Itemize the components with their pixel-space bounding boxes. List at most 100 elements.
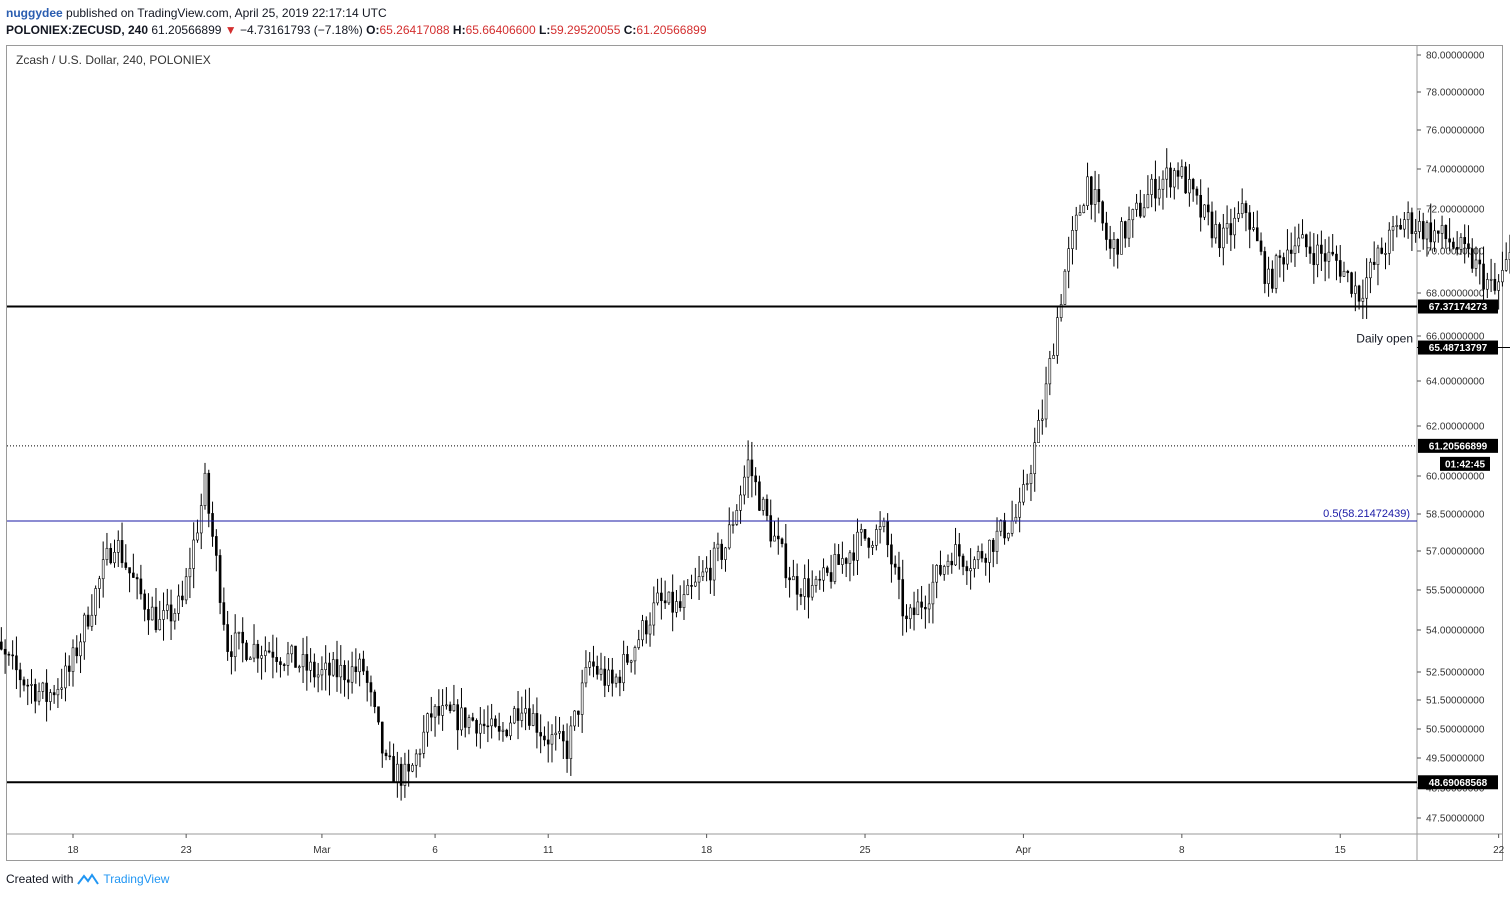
chart-frame[interactable]: [6, 45, 1503, 861]
candle-body: [264, 650, 267, 656]
fib-level-label: 0.5(58.21472439): [1323, 508, 1410, 520]
candle-body: [611, 669, 614, 684]
candle-body: [743, 476, 746, 496]
candle-body: [22, 679, 26, 686]
candle-body: [822, 567, 825, 581]
candle-body: [150, 606, 154, 621]
tradingview-logo-icon: [77, 873, 100, 885]
candle-body: [788, 577, 791, 581]
candle-body: [132, 572, 135, 578]
candle-body: [1346, 270, 1350, 273]
candle-body: [128, 567, 131, 574]
candle-body: [569, 725, 573, 759]
candle-body: [1180, 166, 1184, 177]
candle-body: [1165, 167, 1169, 180]
candle-body: [1501, 270, 1504, 283]
daily-open-annotation: Daily open: [1356, 332, 1413, 346]
candle-body: [565, 740, 569, 759]
candle-body: [196, 532, 199, 541]
candle-body: [173, 612, 177, 622]
candle-body: [1312, 253, 1316, 266]
candle-body: [313, 661, 316, 678]
price-tag-bg: [1418, 299, 1498, 314]
price-tick-label: 72.00000000: [1426, 205, 1485, 216]
low-value: 59.29520055: [550, 23, 621, 37]
candle-body: [844, 558, 848, 564]
close-value: 61.20566899: [636, 23, 707, 37]
candle-body: [988, 539, 991, 563]
candle-body: [1074, 214, 1078, 231]
candle-body: [267, 650, 271, 653]
candle-body: [1380, 247, 1384, 254]
candle-body: [973, 559, 976, 569]
candle-body: [516, 708, 520, 721]
candle-body: [803, 578, 806, 597]
candle-body: [505, 729, 509, 737]
candle-body: [1161, 178, 1165, 190]
candle-body: [1071, 230, 1074, 249]
candle-body: [1255, 227, 1259, 242]
candle-body: [222, 602, 226, 625]
candle-body: [648, 624, 652, 635]
candle-body: [622, 654, 625, 684]
candle-body: [184, 576, 188, 601]
price-tick-label: 76.00000000: [1426, 126, 1485, 137]
candle-body: [71, 647, 75, 672]
candle-body: [233, 632, 237, 657]
candle-body: [1029, 473, 1033, 484]
open-label: O:: [366, 23, 380, 37]
candle-body: [780, 538, 784, 545]
candle-body: [814, 578, 818, 586]
candle-body: [1459, 237, 1463, 250]
candle-body: [1338, 260, 1342, 277]
candle-body: [1003, 520, 1006, 539]
chart-header: nuggydee published on TradingView.com, A…: [6, 5, 707, 39]
candle-body: [109, 547, 113, 564]
countdown-label: 01:42:45: [1445, 459, 1485, 470]
candle-body: [769, 515, 773, 542]
candle-body: [45, 682, 48, 702]
candle-body: [1482, 263, 1485, 290]
candle-body: [618, 676, 622, 684]
candle-body: [18, 669, 22, 681]
candle-body: [690, 585, 693, 587]
candle-body: [712, 547, 716, 581]
candle-body: [1229, 223, 1233, 236]
candle-body: [999, 520, 1003, 532]
candle-body: [1101, 201, 1104, 224]
candle-body: [335, 659, 339, 678]
candle-body: [1093, 189, 1097, 205]
candle-body: [354, 666, 358, 673]
candle-body: [3, 648, 7, 655]
candle-body: [675, 601, 678, 613]
price-tag-label: 65.48713797: [1429, 343, 1488, 354]
candle-body: [139, 578, 143, 595]
candle-body: [1252, 227, 1255, 230]
price-tick-label: 52.50000000: [1426, 668, 1485, 679]
tradingview-brand[interactable]: TradingView: [103, 872, 170, 886]
candle-body: [1263, 251, 1267, 284]
author-name[interactable]: nuggydee: [6, 6, 63, 20]
candle-body: [1222, 227, 1225, 249]
candle-body: [328, 662, 331, 676]
candle-body: [750, 459, 754, 477]
candle-body: [1504, 259, 1508, 271]
candle-body: [1059, 304, 1063, 318]
candle-body: [942, 566, 946, 575]
candle-body: [105, 547, 109, 561]
candle-body: [1320, 244, 1323, 254]
candle-body: [1218, 224, 1221, 249]
candle-body: [1327, 251, 1331, 262]
candle-body: [584, 667, 588, 684]
candle-body: [467, 717, 471, 728]
candle-body: [546, 739, 550, 745]
candle-body: [1350, 272, 1353, 294]
time-tick-label: 22: [1493, 845, 1505, 856]
candle-body: [86, 614, 90, 627]
candle-body: [215, 536, 218, 556]
candle-body: [848, 552, 852, 564]
price-tick-label: 60.00000000: [1426, 472, 1485, 483]
ohlc-line: POLONIEX:ZECUSD, 240 61.20566899 ▼ −4.73…: [6, 22, 707, 39]
candle-body: [1033, 442, 1037, 474]
